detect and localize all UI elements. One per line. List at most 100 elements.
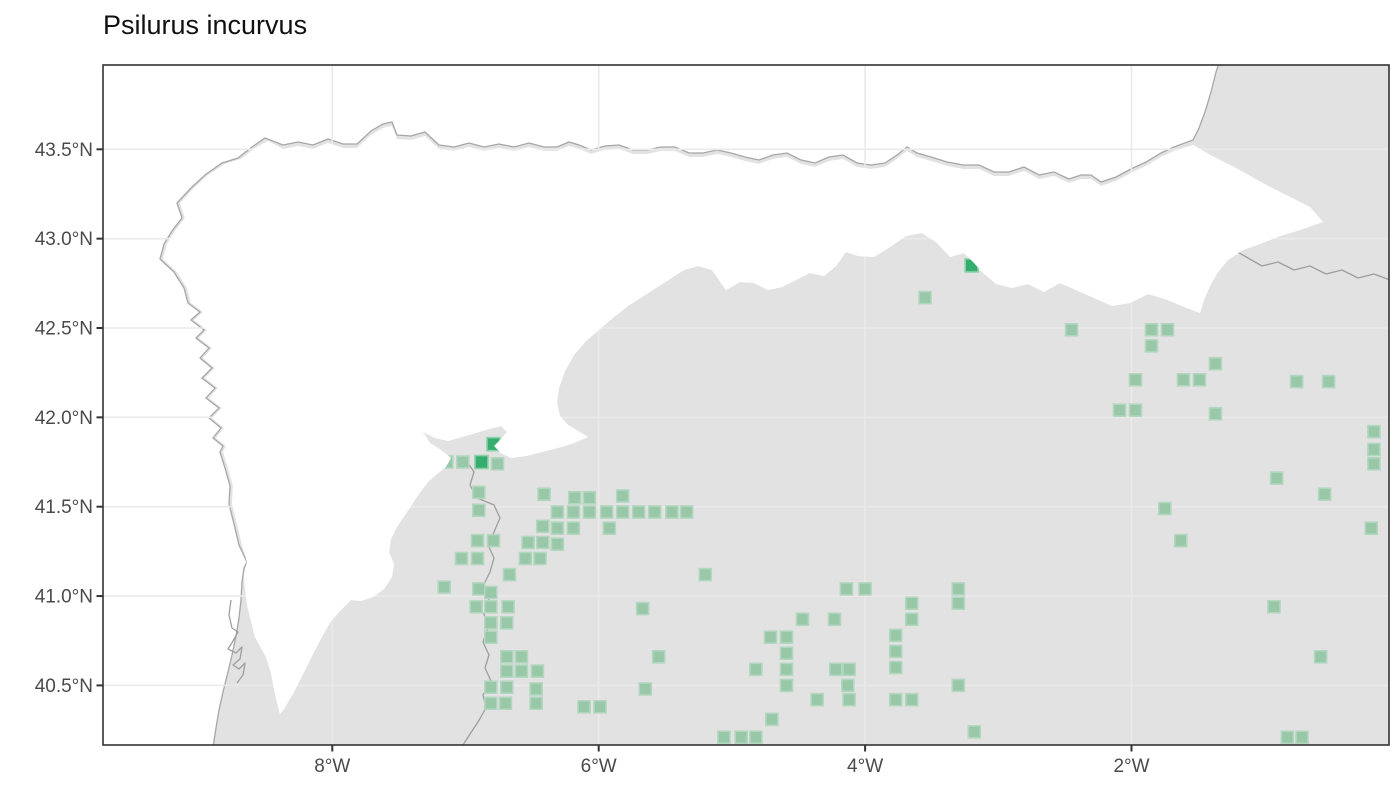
figure-title: Psilurus incurvus [103,10,308,40]
occurrence-marker-occurrences-light [888,692,903,707]
occurrence-marker-occurrences-light [486,533,501,548]
occurrence-marker-occurrences-light [484,680,498,694]
occurrence-marker-occurrences-light [631,505,646,519]
occurrence-marker-occurrences-light [1144,322,1159,337]
occurrence-marker-occurrences-light [888,628,903,643]
occurrence-marker-occurrences-light [1160,322,1175,337]
occurrence-marker-occurrences-light [582,505,597,519]
occurrence-marker-occurrences-light [499,664,514,678]
occurrence-marker-occurrences-light [550,505,565,519]
occurrence-marker-occurrences-light [888,644,903,659]
axis-ticks [96,148,1133,752]
occurrence-marker-occurrences-light [1128,403,1143,418]
occurrence-marker-occurrences-light [1144,339,1159,353]
occurrence-marker-occurrences-light [1321,374,1336,389]
occurrence-marker-occurrences-light [472,503,486,518]
occurrence-marker-occurrences-dark [474,454,489,470]
occurrence-marker-occurrences-light [698,567,713,582]
occurrence-marker-occurrences-light [665,505,679,519]
y-axis-tick-label: 42.0°N [35,408,93,429]
occurrence-marker-occurrences-light [484,630,498,644]
occurrence-marker-occurrences-light [842,662,856,677]
occurrence-marker-occurrences-light [734,730,749,745]
occurrence-marker-occurrences-light [839,582,854,596]
occurrence-marker-occurrences-light [456,455,470,469]
occurrence-marker-occurrences-light [514,650,529,664]
occurrence-marker-occurrences-light [647,505,662,519]
occurrence-marker-occurrences-light [779,630,794,644]
occurrence-marker-occurrences-light [1112,403,1127,418]
occurrence-marker-occurrences-light [904,692,919,707]
occurrence-marker-occurrences-light [840,678,855,693]
occurrence-marker-occurrences-light [967,725,982,739]
occurrence-marker-occurrences-light [535,519,550,534]
occurrence-marker-occurrences-light [635,601,650,616]
x-axis-tick-label: 8°W [314,756,350,777]
occurrence-marker-occurrences-light [566,521,581,535]
occurrence-marker-occurrences-light [1367,442,1381,457]
occurrence-marker-occurrences-light [765,712,779,727]
y-axis-tick-label: 43.5°N [35,140,93,161]
occurrence-marker-occurrences-light [484,585,498,600]
occurrence-marker-occurrences-light [1367,457,1381,471]
occurrence-marker-occurrences-light [918,290,932,305]
occurrence-marker-occurrences-light [518,551,533,566]
axis-tick-labels: 8°W 6°W 4°W 2°W 43.5°N 43.0°N 42.5°N 42.0°N 41.5… [35,140,1150,777]
occurrence-marker-occurrences-light [828,662,843,677]
occurrence-marker-occurrences-light [651,650,666,664]
occurrence-marker-occurrences-light [951,582,966,596]
occurrence-marker-occurrences-light [1128,373,1143,387]
occurrence-marker-occurrences-light [858,582,872,596]
occurrence-marker-occurrences-light [1367,424,1381,439]
occurrence-marker-occurrences-light [498,696,513,711]
occurrence-marker-occurrences-light [763,630,778,644]
occurrence-marker-occurrences-light [550,537,565,552]
occurrence-marker-occurrences-light [499,650,514,664]
occurrence-marker-occurrences-light [484,696,498,711]
occurrence-marker-occurrences-light [1289,374,1304,389]
occurrence-marker-occurrences-light [484,616,498,630]
occurrence-marker-occurrences-light [484,599,498,614]
occurrence-marker-occurrences-light [472,485,486,500]
occurrence-marker-occurrences-light [1269,471,1284,485]
occurrence-marker-occurrences-light [1173,533,1188,548]
occurrence-marker-occurrences-light [502,567,517,582]
occurrence-marker-occurrences-light [951,596,966,610]
occurrence-marker-occurrences-light [454,551,469,566]
occurrence-marker-occurrences-light [490,457,505,471]
occurrence-marker-occurrences-light [779,646,794,661]
occurrence-marker-occurrences-light [749,662,763,677]
occurrence-marker-occurrences-light [537,487,551,501]
occurrence-marker-occurrences-light [1280,730,1295,745]
occurrence-marker-occurrences-light [904,612,919,627]
occurrence-points [326,258,1381,745]
occurrence-marker-occurrences-light [1317,487,1332,501]
occurrence-marker-occurrences-light [593,700,607,714]
occurrence-marker-occurrences-light [827,612,842,627]
occurrence-marker-occurrences-light [1064,322,1079,337]
occurrence-marker-occurrences-light [501,599,515,614]
occurrence-marker-occurrences-light [550,521,565,535]
y-axis-tick-label: 42.5°N [35,319,93,340]
occurrence-marker-occurrences-light [533,551,547,566]
y-axis-tick-label: 43.0°N [35,229,93,250]
x-axis-tick-label: 4°W [847,756,883,777]
occurrence-marker-occurrences-light [779,662,794,677]
coast-lagoon-detail [227,599,246,684]
occurrence-marker-occurrences-light [1176,373,1191,387]
occurrence-marker-occurrences-light [1267,599,1281,614]
occurrence-marker-occurrences-light [795,612,810,627]
occurrence-marker-occurrences-light [1295,730,1309,745]
occurrence-marker-occurrences-light [566,505,581,519]
y-axis-tick-label: 40.5°N [35,676,93,697]
occurrence-marker-occurrences-light [567,490,582,505]
occurrence-marker-occurrences-light [499,616,514,630]
occurrence-marker-occurrences-light [472,582,486,596]
occurrence-marker-occurrences-light [535,535,550,550]
occurrence-marker-occurrences-light [888,660,903,675]
occurrence-marker-occurrences-light [469,599,483,614]
y-axis-tick-label: 41.5°N [35,497,93,518]
occurrence-marker-occurrences-light [602,521,617,535]
